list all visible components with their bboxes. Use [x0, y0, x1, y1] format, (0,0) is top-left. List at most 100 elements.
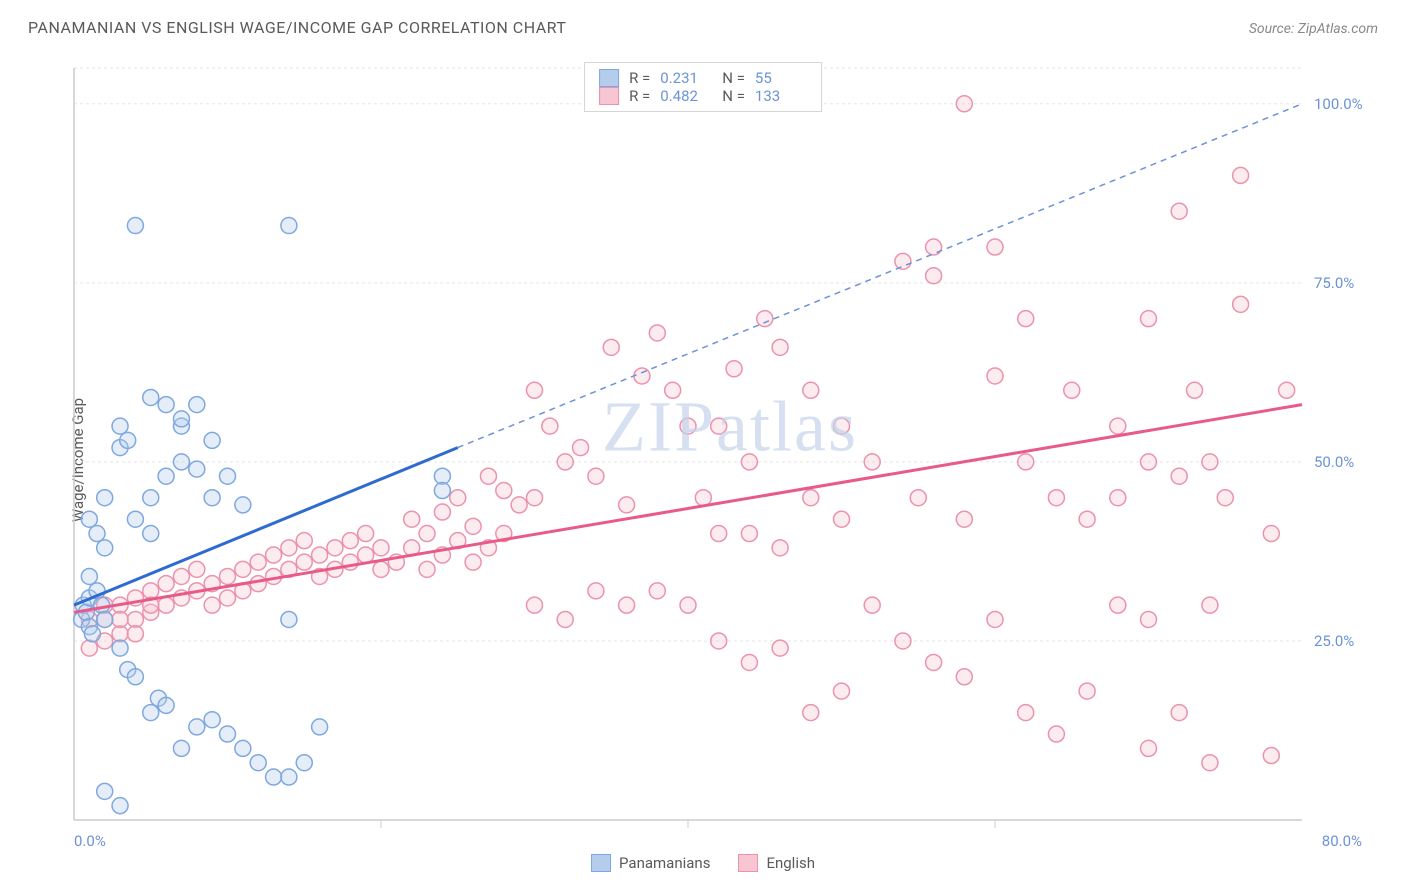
r-value: 0.231 [660, 69, 712, 87]
data-point [895, 253, 911, 269]
data-point [204, 490, 220, 506]
data-point [434, 504, 450, 520]
x-tick-label: 0.0% [74, 832, 106, 850]
data-point [81, 511, 97, 527]
data-point [1048, 726, 1064, 742]
trend-extension [458, 104, 1302, 448]
data-point [480, 468, 496, 484]
data-point [1079, 683, 1095, 699]
data-point [511, 497, 527, 513]
n-value: 55 [755, 69, 807, 87]
data-point [649, 325, 665, 341]
data-point [1187, 382, 1203, 398]
data-point [1233, 167, 1249, 183]
data-point [158, 697, 174, 713]
legend-item-english: English [738, 854, 815, 872]
data-point [1217, 490, 1233, 506]
data-point [250, 755, 266, 771]
chart-title: PANAMANIAN VS ENGLISH WAGE/INCOME GAP CO… [28, 18, 566, 37]
data-point [419, 561, 435, 577]
correlation-legend: R = 0.231 N = 55 R = 0.482 N = 133 [584, 62, 822, 112]
data-point [895, 633, 911, 649]
data-point [358, 526, 374, 542]
data-point [220, 468, 236, 484]
data-point [112, 611, 128, 627]
data-point [527, 382, 543, 398]
legend-row-panamanians: R = 0.231 N = 55 [599, 69, 807, 87]
data-point [266, 547, 282, 563]
data-point [1202, 454, 1218, 470]
data-point [772, 640, 788, 656]
data-point [1202, 597, 1218, 613]
data-point [987, 368, 1003, 384]
data-point [772, 339, 788, 355]
data-point [173, 740, 189, 756]
data-point [1202, 755, 1218, 771]
data-point [373, 540, 389, 556]
data-point [81, 568, 97, 584]
data-point [97, 490, 113, 506]
swatch-english [599, 87, 619, 105]
data-point [127, 626, 143, 642]
data-point [956, 96, 972, 112]
data-point [404, 511, 420, 527]
data-point [281, 611, 297, 627]
data-point [926, 239, 942, 255]
data-point [465, 518, 481, 534]
data-point [158, 468, 174, 484]
data-point [235, 740, 251, 756]
chart-container: Wage/Income Gap R = 0.231 N = 55 R = 0.4… [28, 52, 1378, 868]
data-point [1018, 705, 1034, 721]
data-point [527, 490, 543, 506]
y-tick-label: 50.0% [1314, 453, 1354, 471]
data-point [1079, 511, 1095, 527]
legend-label: English [766, 854, 815, 872]
swatch-panamanians [599, 69, 619, 87]
data-point [603, 339, 619, 355]
data-point [1018, 454, 1034, 470]
trend-line [74, 405, 1302, 613]
data-point [434, 483, 450, 499]
data-point [956, 669, 972, 685]
data-point [312, 547, 328, 563]
data-point [173, 568, 189, 584]
data-point [695, 490, 711, 506]
data-point [1263, 748, 1279, 764]
data-point [665, 382, 681, 398]
data-point [220, 590, 236, 606]
data-point [680, 597, 696, 613]
y-tick-label: 75.0% [1314, 274, 1354, 292]
data-point [373, 561, 389, 577]
data-point [711, 526, 727, 542]
data-point [127, 218, 143, 234]
data-point [619, 597, 635, 613]
data-point [112, 640, 128, 656]
data-point [1171, 705, 1187, 721]
data-point [803, 490, 819, 506]
data-point [158, 576, 174, 592]
data-point [864, 454, 880, 470]
data-point [220, 568, 236, 584]
data-point [158, 597, 174, 613]
swatch-english [738, 854, 758, 872]
data-point [987, 611, 1003, 627]
data-point [864, 597, 880, 613]
data-point [1110, 597, 1126, 613]
data-point [619, 497, 635, 513]
data-point [1064, 382, 1080, 398]
data-point [97, 540, 113, 556]
data-point [342, 533, 358, 549]
data-point [1110, 490, 1126, 506]
data-point [419, 526, 435, 542]
data-point [649, 583, 665, 599]
data-point [327, 540, 343, 556]
data-point [296, 554, 312, 570]
data-point [250, 576, 266, 592]
data-point [97, 783, 113, 799]
data-point [527, 597, 543, 613]
data-point [94, 597, 110, 613]
data-point [741, 654, 757, 670]
r-label: R = [629, 69, 650, 87]
data-point [127, 669, 143, 685]
data-point [173, 411, 189, 427]
